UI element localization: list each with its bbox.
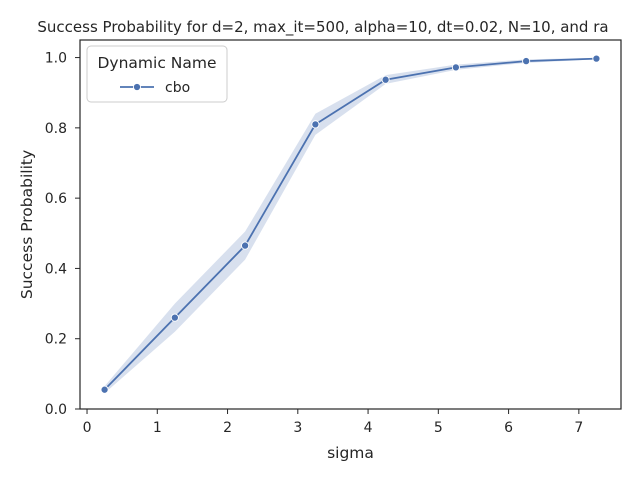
x-tick-label: 3 bbox=[293, 420, 302, 436]
legend-title: Dynamic Name bbox=[97, 54, 216, 72]
confidence-band-cbo bbox=[104, 57, 597, 394]
y-tick-label: 0.8 bbox=[45, 121, 67, 137]
x-tick-label: 7 bbox=[574, 420, 583, 436]
data-point-cbo bbox=[241, 241, 250, 250]
y-axis-label: Success Probability bbox=[18, 150, 36, 299]
x-axis-ticks: 0 1 2 3 4 5 6 7 bbox=[83, 409, 583, 436]
x-tick-label: 6 bbox=[504, 420, 513, 436]
legend-box bbox=[86, 45, 228, 103]
data-point-cbo bbox=[100, 385, 109, 394]
data-point-cbo bbox=[451, 63, 460, 72]
axes-frame bbox=[79, 39, 622, 410]
data-point-cbo bbox=[170, 313, 179, 322]
y-tick-label: 0.0 bbox=[45, 402, 67, 418]
y-tick-label: 0.2 bbox=[45, 332, 67, 348]
x-tick-label: 1 bbox=[153, 420, 162, 436]
y-tick-label: 1.0 bbox=[45, 51, 67, 67]
data-point-cbo bbox=[522, 57, 531, 66]
chart-title: Success Probability for d=2, max_it=500,… bbox=[37, 18, 608, 37]
legend-label-cbo: cbo bbox=[165, 80, 190, 96]
data-point-cbo bbox=[381, 75, 390, 84]
x-tick-label: 2 bbox=[223, 420, 232, 436]
plot-area bbox=[100, 54, 601, 394]
series-line-cbo bbox=[103, 57, 597, 391]
y-tick-label: 0.4 bbox=[45, 261, 67, 277]
data-point-cbo bbox=[592, 54, 601, 63]
x-tick-label: 0 bbox=[83, 420, 92, 436]
legend: Dynamic Name cbo bbox=[86, 45, 228, 103]
legend-entries: cbo bbox=[120, 80, 190, 96]
x-axis-label: sigma bbox=[327, 444, 374, 462]
data-point-cbo bbox=[311, 120, 320, 129]
y-axis-ticks: 0.0 0.2 0.4 0.6 0.8 1.0 bbox=[45, 51, 80, 418]
x-tick-label: 4 bbox=[364, 420, 373, 436]
x-tick-label: 5 bbox=[434, 420, 443, 436]
legend-marker-cbo bbox=[132, 82, 142, 92]
y-tick-label: 0.6 bbox=[45, 191, 67, 207]
